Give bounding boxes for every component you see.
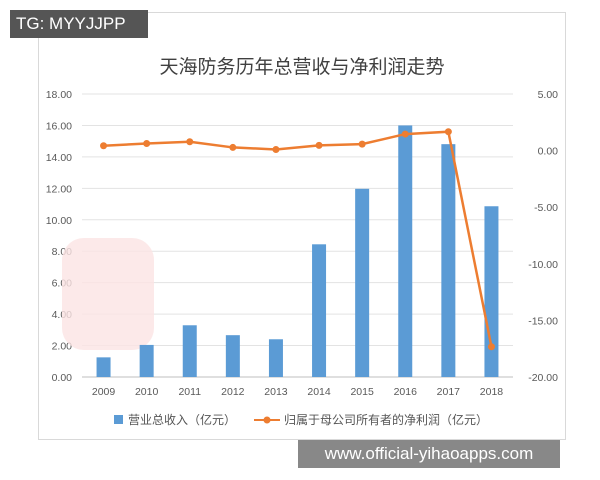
x-tick-label: 2014 bbox=[307, 386, 331, 398]
x-tick-label: 2012 bbox=[221, 386, 245, 398]
right-tick-label: -15.00 bbox=[528, 315, 558, 327]
left-tick-label: 16.00 bbox=[46, 120, 72, 132]
profit-point-2011 bbox=[186, 138, 194, 146]
right-tick-label: -5.00 bbox=[534, 202, 558, 214]
x-tick-label: 2010 bbox=[135, 386, 159, 398]
x-tick-label: 2018 bbox=[480, 386, 504, 398]
left-tick-label: 0.00 bbox=[52, 372, 73, 384]
legend-label: 归属于母公司所有者的净利润（亿元） bbox=[284, 413, 489, 427]
profit-point-2012 bbox=[229, 143, 237, 151]
right-tick-label: -10.00 bbox=[528, 259, 558, 271]
bar-2012 bbox=[225, 335, 240, 377]
tg-label: TG: MYYJJPP bbox=[10, 10, 148, 38]
x-tick-label: 2017 bbox=[437, 386, 461, 398]
bar-2017 bbox=[441, 144, 456, 377]
bar-2015 bbox=[355, 188, 370, 377]
legend-label: 营业总收入（亿元） bbox=[128, 413, 237, 427]
left-tick-label: 18.00 bbox=[46, 89, 72, 101]
bar-2009 bbox=[96, 357, 111, 377]
left-tick-label: 12.00 bbox=[46, 183, 72, 195]
profit-point-2016 bbox=[401, 130, 409, 138]
profit-point-2015 bbox=[358, 140, 366, 148]
profit-point-2014 bbox=[315, 141, 323, 149]
legend-item-revenue: 营业总收入（亿元） bbox=[114, 411, 236, 428]
legend-line-swatch bbox=[254, 416, 280, 423]
x-tick-label: 2015 bbox=[350, 386, 374, 398]
bar-2011 bbox=[182, 325, 197, 377]
watermark-url: www.official-yihaoapps.com bbox=[298, 440, 560, 468]
bar-2010 bbox=[139, 344, 154, 377]
x-tick-label: 2013 bbox=[264, 386, 288, 398]
x-tick-label: 2009 bbox=[92, 386, 116, 398]
logo-watermark-icon bbox=[62, 238, 154, 350]
profit-point-2017 bbox=[444, 128, 452, 136]
right-tick-label: -20.00 bbox=[528, 372, 558, 384]
chart-frame bbox=[38, 12, 566, 440]
profit-point-2009 bbox=[100, 142, 108, 150]
bar-2018 bbox=[484, 206, 499, 377]
x-tick-label: 2011 bbox=[178, 386, 201, 398]
legend-item-profit: 归属于母公司所有者的净利润（亿元） bbox=[254, 411, 488, 428]
right-tick-label: 5.00 bbox=[538, 89, 559, 101]
right-tick-label: 0.00 bbox=[538, 146, 559, 158]
left-tick-label: 2.00 bbox=[52, 341, 73, 353]
left-tick-label: 14.00 bbox=[46, 152, 72, 164]
left-tick-label: 10.00 bbox=[46, 215, 72, 227]
bar-2013 bbox=[268, 339, 283, 377]
profit-point-2010 bbox=[143, 139, 151, 147]
bar-2016 bbox=[398, 125, 413, 377]
legend-bar-swatch bbox=[114, 415, 123, 424]
bar-2014 bbox=[312, 244, 327, 377]
profit-point-2013 bbox=[272, 145, 280, 153]
chart-title: 天海防务历年总营收与净利润走势 bbox=[159, 56, 445, 78]
profit-line bbox=[103, 130, 493, 348]
profit-point-2018 bbox=[487, 343, 495, 351]
x-tick-label: 2016 bbox=[394, 386, 418, 398]
